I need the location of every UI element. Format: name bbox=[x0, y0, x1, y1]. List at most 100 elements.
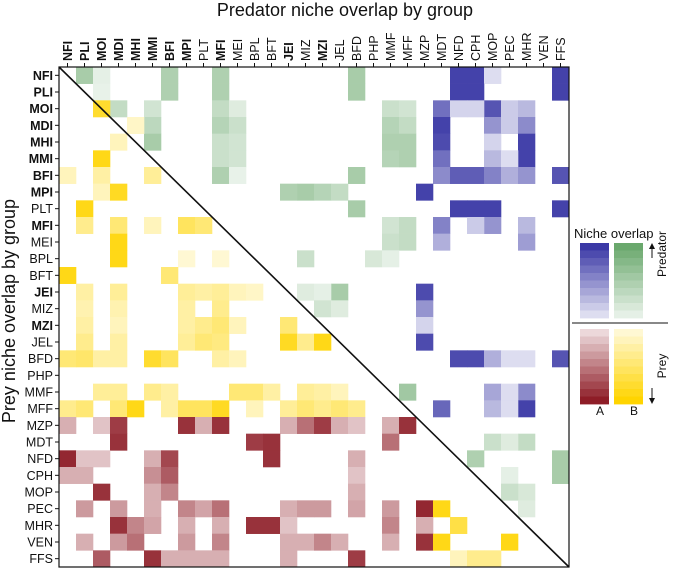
prey-cell-mff-mdi bbox=[110, 400, 128, 418]
legend-predator-b-swatch bbox=[614, 288, 643, 296]
predator-cell-mpi-mzp bbox=[416, 183, 434, 201]
prey-cell-pec-mmf bbox=[382, 500, 400, 518]
prey-cell-cph-bfd bbox=[348, 467, 366, 484]
legend-prey-a-swatch bbox=[580, 359, 609, 367]
predator-cell-mmi-mdt bbox=[433, 150, 451, 168]
column-label-nfd: NFD bbox=[452, 35, 466, 61]
predator-cell-mdi-mop bbox=[484, 117, 502, 134]
legend-predator-a-swatch bbox=[580, 280, 609, 289]
prey-cell-ffs-nfd bbox=[450, 550, 468, 568]
prey-cell-mhr-mmf bbox=[382, 517, 400, 534]
predator-cell-bfi-nfd bbox=[450, 167, 468, 184]
predator-cell-nfi-bfi bbox=[161, 67, 179, 84]
prey-cell-pec-miz bbox=[297, 500, 315, 518]
predator-cell-mmi-mop bbox=[484, 150, 502, 168]
prey-cell-bft-bfi bbox=[161, 267, 179, 284]
legend-prey-b-swatch bbox=[614, 336, 643, 345]
matrix-frame bbox=[58, 66, 570, 568]
predator-cell-miz-mzi bbox=[314, 300, 332, 318]
predator-cell-bpl-php bbox=[365, 250, 383, 268]
row-label-mzp: MZP bbox=[27, 419, 53, 433]
legend-predator-a-swatch bbox=[580, 250, 609, 259]
prey-cell-pec-pli bbox=[76, 500, 94, 518]
prey-cell-ffs-moi bbox=[93, 550, 111, 568]
legend-prey-arrowhead bbox=[649, 398, 655, 404]
prey-cell-ffs-jei bbox=[280, 550, 298, 568]
prey-cell-nfd-nfi bbox=[59, 450, 77, 468]
row-label-cph: CPH bbox=[27, 469, 53, 483]
prey-cell-bpl-mfi bbox=[212, 250, 230, 268]
prey-cell-mmf-bfi bbox=[161, 383, 179, 401]
predator-cell-jel-mzp bbox=[416, 333, 434, 351]
predator-cell-mdi-mff bbox=[399, 117, 417, 134]
prey-cell-mff-mhi bbox=[127, 400, 145, 418]
row-label-bfi: BFI bbox=[33, 169, 53, 183]
prey-cell-mff-mpi bbox=[178, 400, 196, 418]
predator-cell-mhi-mhr bbox=[518, 133, 536, 151]
prey-cell-mzp-nfi bbox=[59, 417, 77, 434]
legend-prey-a-swatch bbox=[580, 381, 609, 390]
prey-cell-mzi-pli bbox=[76, 317, 94, 334]
predator-cell-mdi-mdt bbox=[433, 117, 451, 134]
prey-cell-mff-jei bbox=[280, 400, 298, 418]
row-label-moi: MOI bbox=[29, 102, 53, 116]
predator-cell-pli-ffs bbox=[552, 83, 570, 101]
prey-cell-ven-jel bbox=[331, 533, 349, 551]
predator-cell-bfi-mop bbox=[484, 167, 502, 184]
predator-cell-bfd-mhr bbox=[518, 350, 536, 368]
predator-cell-mmf-mop bbox=[484, 383, 502, 401]
predator-cell-bfd-ffs bbox=[552, 350, 570, 368]
prey-cell-mop-bfd bbox=[348, 483, 366, 501]
predator-cell-bpl-miz bbox=[297, 250, 315, 268]
predator-cell-moi-mhr bbox=[518, 100, 536, 118]
predator-cell-nfd-ffs bbox=[552, 450, 570, 468]
legend-predator-b-swatch bbox=[614, 273, 643, 281]
prey-cell-bfd-mdi bbox=[110, 350, 128, 368]
predator-cell-nfi-ffs bbox=[552, 67, 570, 84]
prey-cell-mzp-jel bbox=[331, 417, 349, 434]
prey-cell-ven-mfi bbox=[212, 533, 230, 551]
column-label-bfi: BFI bbox=[163, 41, 177, 61]
prey-cell-ven-miz bbox=[297, 533, 315, 551]
prey-cell-jei-mfi bbox=[212, 283, 230, 301]
prey-cell-bfd-pli bbox=[76, 350, 94, 368]
predator-cell-moi-mop bbox=[484, 100, 502, 118]
prey-cell-ffs-mop bbox=[484, 550, 502, 568]
predator-cell-bfi-pec bbox=[501, 167, 519, 184]
legend-predator-b-swatch bbox=[614, 243, 643, 251]
prey-cell-mmf-bpl bbox=[246, 383, 264, 401]
prey-cell-mzi-mfi bbox=[212, 317, 230, 334]
row-label-bfd: BFD bbox=[28, 352, 53, 366]
prey-cell-mmi-moi bbox=[93, 150, 111, 168]
predator-cell-bfi-mdt bbox=[433, 167, 451, 184]
prey-cell-jei-plt bbox=[195, 283, 213, 301]
legend-predator-a-swatch bbox=[580, 295, 609, 304]
legend-predator-a-swatch bbox=[580, 310, 609, 319]
predator-cell-moi-mdt bbox=[433, 100, 451, 118]
prey-cell-ven-mdi bbox=[110, 533, 128, 551]
prey-cell-mzi-plt bbox=[195, 317, 213, 334]
prey-cell-mhr-bft bbox=[263, 517, 281, 534]
predator-cell-mhi-mei bbox=[229, 133, 247, 151]
predator-cell-pli-moi bbox=[93, 83, 111, 101]
predator-cell-nfi-mop bbox=[484, 67, 502, 84]
prey-cell-mzp-mdi bbox=[110, 417, 128, 434]
prey-cell-pec-mmi bbox=[144, 500, 162, 518]
prey-cell-mff-bpl bbox=[246, 400, 264, 418]
prey-cell-jel-mdi bbox=[110, 333, 128, 351]
prey-cell-mzp-moi bbox=[93, 417, 111, 434]
prey-cell-ffs-plt bbox=[195, 550, 213, 568]
legend-predator-b-swatch bbox=[614, 265, 643, 274]
prey-cell-mff-plt bbox=[195, 400, 213, 418]
prey-cell-pec-mdi bbox=[110, 500, 128, 518]
prey-cell-ffs-mfi bbox=[212, 550, 230, 568]
legend-predator-b-swatch bbox=[614, 295, 643, 304]
predator-cell-nfi-nfd bbox=[450, 67, 468, 84]
prey-cell-nfd-bfi bbox=[161, 450, 179, 468]
column-label-cph: CPH bbox=[469, 35, 483, 61]
predator-cell-pli-bfd bbox=[348, 83, 366, 101]
legend-prey-b-swatch bbox=[614, 359, 643, 367]
prey-cell-nfd-bfd bbox=[348, 450, 366, 468]
predator-cell-mff-mdt bbox=[433, 400, 451, 418]
